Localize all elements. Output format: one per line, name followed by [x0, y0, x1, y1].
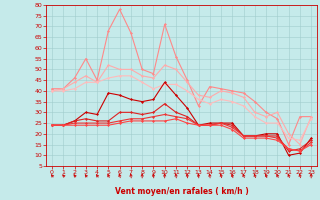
Text: Vent moyen/en rafales ( km/h ): Vent moyen/en rafales ( km/h ) — [115, 188, 248, 196]
